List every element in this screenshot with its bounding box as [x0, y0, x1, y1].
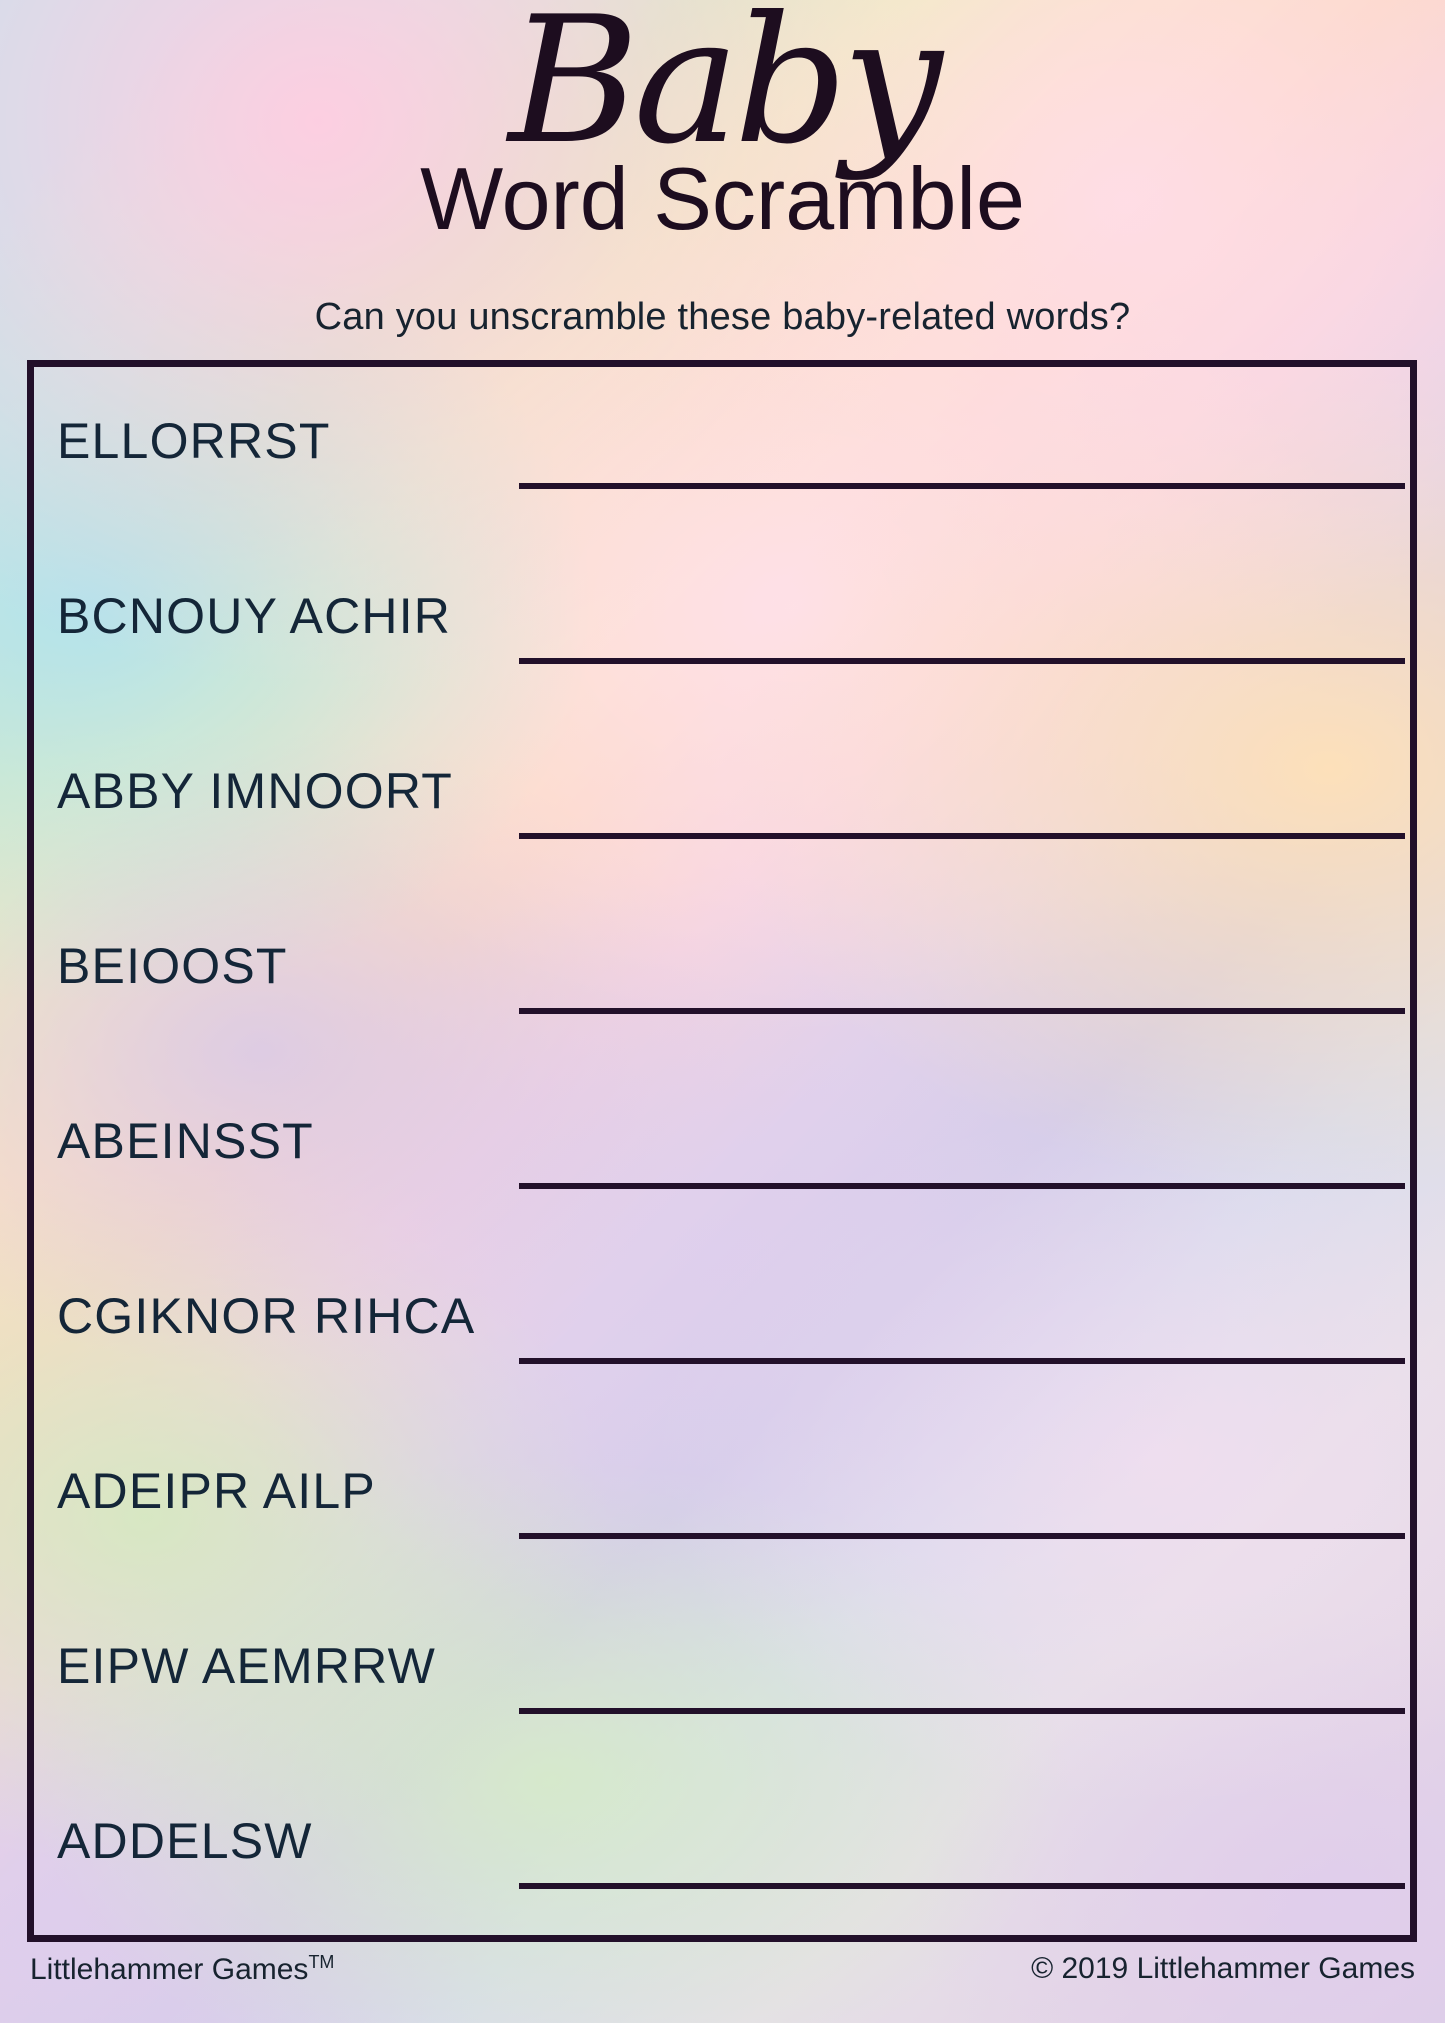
footer-copyright: © 2019 Littlehammer Games — [1031, 1952, 1415, 1985]
scramble-word: ELLORRST — [57, 413, 331, 469]
scramble-row: ABEINSST — [34, 1070, 1410, 1245]
page-title: Word Scramble — [420, 149, 1025, 248]
scramble-row: EIPW AEMRRW — [34, 1595, 1410, 1770]
answer-line[interactable] — [519, 833, 1405, 839]
scramble-word: CGIKNOR RIHCA — [57, 1288, 476, 1344]
scramble-row: ADEIPR AILP — [34, 1420, 1410, 1595]
scramble-word: BEIOOST — [57, 938, 288, 994]
puzzle-container: ELLORRST BCNOUY ACHIR ABBY IMNOORT BEIOOST A… — [27, 360, 1417, 1942]
answer-line[interactable] — [519, 1708, 1405, 1714]
answer-line[interactable] — [519, 658, 1405, 664]
page-footer: Littlehammer GamesTM © 2019 Littlehammer… — [0, 1952, 1445, 2008]
scramble-word: ADEIPR AILP — [57, 1463, 376, 1519]
scramble-row: ABBY IMNOORT — [34, 720, 1410, 895]
scramble-word: ADDELSW — [57, 1813, 313, 1869]
scramble-word: ABBY IMNOORT — [57, 763, 453, 819]
answer-line[interactable] — [519, 1533, 1405, 1539]
scramble-row: BEIOOST — [34, 895, 1410, 1070]
page-subtitle: Can you unscramble these baby-related wo… — [314, 296, 1131, 338]
scramble-word: EIPW AEMRRW — [57, 1638, 436, 1694]
answer-line[interactable] — [519, 1358, 1405, 1364]
answer-line[interactable] — [519, 1008, 1405, 1014]
page-title-script: Baby — [508, 0, 942, 183]
scramble-row: BCNOUY ACHIR — [34, 545, 1410, 720]
scramble-row: ELLORRST — [34, 370, 1410, 545]
answer-line[interactable] — [519, 1183, 1405, 1189]
scramble-list: ELLORRST BCNOUY ACHIR ABBY IMNOORT BEIOOST A… — [34, 367, 1410, 1935]
scramble-word: ABEINSST — [57, 1113, 314, 1169]
scramble-row: ADDELSW — [34, 1770, 1410, 1945]
answer-line[interactable] — [519, 483, 1405, 489]
answer-line[interactable] — [519, 1883, 1405, 1889]
footer-brand: Littlehammer GamesTM — [30, 1952, 334, 1987]
scramble-word: BCNOUY ACHIR — [57, 588, 452, 644]
scramble-row: CGIKNOR RIHCA — [34, 1245, 1410, 1420]
trademark-symbol: TM — [308, 1952, 335, 1972]
footer-brand-text: Littlehammer Games — [30, 1953, 309, 1986]
